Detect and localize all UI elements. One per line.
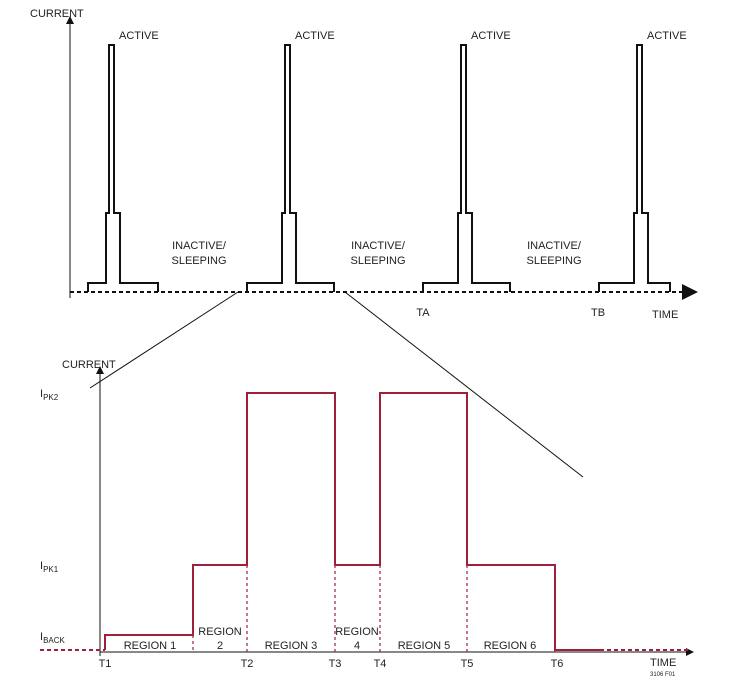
zoom-line [344,291,584,478]
time-label: T1 [99,658,112,670]
region-label: REGION [198,626,241,638]
level-sub: BACK [43,636,65,645]
region-label: REGION [335,626,378,638]
figure-id: 3106 F01 [650,672,676,678]
region-label: REGION 3 [265,640,318,652]
axis-label: TIME [650,657,676,669]
axis-label: TIME [652,309,678,321]
pulse-label: ACTIVE [647,30,687,42]
pulse [246,44,335,292]
pulse [598,44,671,292]
time-mark: TA [416,307,430,319]
region-dividers [192,565,556,652]
time-label: T2 [241,658,254,670]
region-label: 4 [354,640,360,652]
pulse [422,44,511,292]
level-label: IBACK [40,631,66,645]
pulse [87,44,159,292]
time-label: T6 [551,658,564,670]
level-main: I [40,388,43,400]
pulse-label: ACTIVE [471,30,511,42]
sleep-label: INACTIVE/ [351,240,406,252]
pulse-label: ACTIVE [119,30,159,42]
waveform [104,392,600,651]
region-label: 2 [217,640,223,652]
level-label: IPK2 [40,388,59,402]
region-label: REGION 1 [124,640,177,652]
axis-label: CURRENT [30,8,84,20]
level-label: IPK1 [40,560,59,574]
level-main: I [40,631,43,643]
sleep-label: SLEEPING [171,255,226,267]
sleep-label: SLEEPING [526,255,581,267]
sleep-label: INACTIVE/ [172,240,227,252]
sleep-label: SLEEPING [350,255,405,267]
time-label: T3 [329,658,342,670]
level-sub: PK1 [43,565,59,574]
axis-label: CURRENT [62,359,116,371]
level-main: I [40,560,43,572]
sleep-label: INACTIVE/ [527,240,582,252]
time-label: T5 [461,658,474,670]
time-mark: TB [591,307,605,319]
zoom-line [89,291,239,389]
level-sub: PK2 [43,393,59,402]
region-label: REGION 5 [398,640,451,652]
pulse-label: ACTIVE [295,30,335,42]
region-label: REGION 6 [484,640,537,652]
time-label: T4 [374,658,387,670]
